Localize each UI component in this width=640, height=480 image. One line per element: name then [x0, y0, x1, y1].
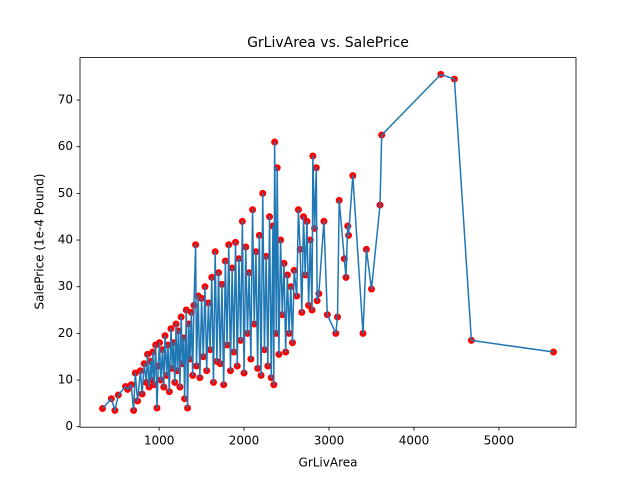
chart-title: GrLivArea vs. SalePrice	[247, 35, 409, 51]
y-axis-label: SalePrice (1e-4 Pound)	[33, 174, 47, 310]
y-tick-label: 70	[58, 93, 73, 107]
data-line	[101, 73, 554, 412]
axes-frame	[79, 57, 577, 428]
x-tick-label: 3000	[314, 434, 345, 448]
y-tick-label: 10	[58, 373, 73, 387]
y-tick-label: 30	[58, 279, 73, 293]
x-tick-label: 5000	[484, 434, 515, 448]
plot-area	[99, 70, 557, 414]
x-tick-label: 1000	[144, 434, 175, 448]
y-tick-label: 20	[58, 326, 73, 340]
y-tick-label: 50	[58, 186, 73, 200]
x-tick-label: 2000	[229, 434, 260, 448]
y-tick-label: 60	[58, 139, 73, 153]
x-tick-label: 4000	[399, 434, 430, 448]
x-axis-label: GrLivArea	[299, 456, 358, 470]
y-tick-label: 0	[65, 419, 73, 433]
y-tick-label: 40	[58, 233, 73, 247]
